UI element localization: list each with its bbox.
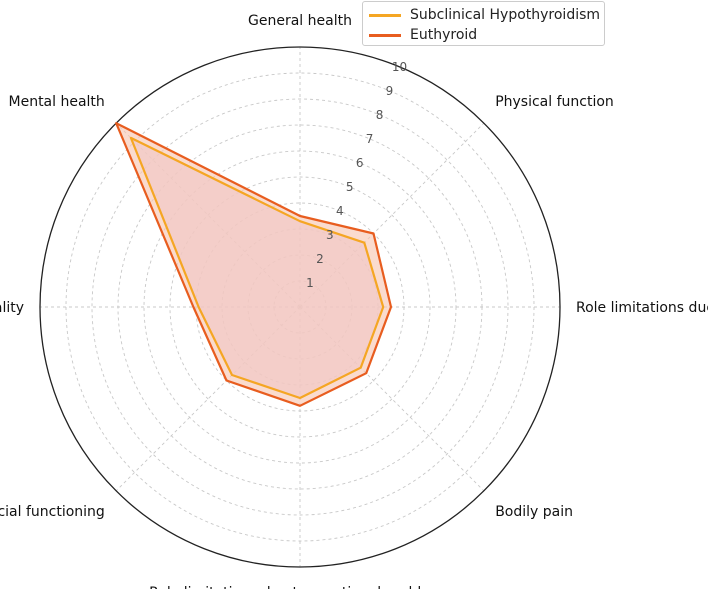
radial-tick-label: 9 bbox=[386, 84, 394, 98]
radial-tick-label: 1 bbox=[306, 276, 314, 290]
radial-tick-label: 2 bbox=[316, 252, 324, 266]
category-label: Social functioning bbox=[0, 504, 105, 520]
series-line-1 bbox=[115, 122, 393, 407]
legend: Subclinical Hypothyroidism Euthyroid bbox=[362, 1, 605, 46]
legend-swatch-subclinical bbox=[369, 13, 401, 17]
series-line-0 bbox=[129, 136, 385, 400]
category-label: Bodily pain bbox=[495, 504, 573, 520]
radial-tick-label: 6 bbox=[356, 156, 364, 170]
radial-tick-label: 3 bbox=[326, 228, 334, 242]
legend-swatch-euthyroid bbox=[369, 33, 401, 37]
series-area-1 bbox=[116, 123, 391, 406]
radial-tick-label: 7 bbox=[366, 132, 374, 146]
category-label: Physical function bbox=[495, 94, 614, 110]
legend-label-subclinical: Subclinical Hypothyroidism bbox=[410, 7, 601, 23]
category-label: Mental health bbox=[9, 94, 105, 110]
category-label: Role limitations due to emotional proble… bbox=[149, 585, 451, 589]
radial-tick-label: 5 bbox=[346, 180, 354, 194]
legend-item-euthyroid: Euthyroid bbox=[369, 25, 477, 45]
grid-circle bbox=[169, 176, 431, 438]
radial-tick-label: 4 bbox=[336, 204, 344, 218]
radial-tick-label: 10 bbox=[392, 60, 407, 74]
legend-item-subclinical: Subclinical Hypothyroidism bbox=[369, 5, 600, 25]
legend-label-euthyroid: Euthyroid bbox=[410, 27, 478, 43]
category-label: Vitality bbox=[0, 300, 24, 316]
category-label: Role limitations due to physical health bbox=[576, 300, 708, 316]
category-label: General health bbox=[248, 13, 352, 29]
radial-tick-label: 8 bbox=[376, 108, 384, 122]
outer-circle bbox=[39, 46, 561, 568]
grid-circle bbox=[91, 98, 509, 516]
